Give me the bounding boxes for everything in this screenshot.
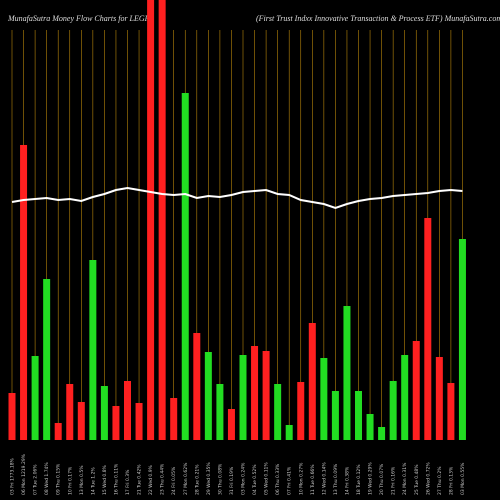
bar: [227, 409, 235, 440]
x-tick-label: 24 Fri 0.05%: [171, 466, 177, 495]
x-tick-label: 22 Wed 0.9%: [148, 464, 154, 495]
x-tick-label: 31 Fri 0.19%: [229, 466, 235, 495]
bar: [43, 279, 51, 440]
x-tick-label: 20 Thu 0.07%: [379, 463, 385, 495]
bar: [447, 383, 455, 440]
bar: [320, 358, 328, 440]
bar: [54, 423, 62, 440]
x-tick-label: 12 Wed 0.14%: [321, 462, 327, 495]
x-tick-label: 13 Mon 0.5%: [79, 465, 85, 495]
x-tick-label: 14 Tue 1.2%: [90, 467, 96, 495]
x-tick-label: 11 Tue 0.66%: [310, 464, 316, 495]
chart-title: MunafaSutra Money Flow Charts for LEGR: [7, 14, 150, 23]
x-tick-label: 29 Wed 0.35%: [206, 462, 212, 495]
x-tick-label: 16 Thu 0.11%: [113, 463, 119, 495]
bar: [355, 391, 362, 440]
bar: [424, 218, 432, 440]
bar: [100, 386, 108, 440]
bar: [89, 260, 97, 440]
x-tick-label: 03 Fri 1773.18%: [10, 457, 16, 495]
bar: [297, 382, 305, 440]
bar: [343, 306, 351, 440]
x-tick-label: 27 Mon 0.62%: [183, 462, 189, 495]
bar: [181, 93, 189, 440]
x-tick-label: 06 Thu 0.33%: [275, 463, 281, 495]
bar: [147, 0, 155, 440]
x-tick-label: 13 Thu 0.09%: [333, 463, 339, 495]
bar: [366, 414, 374, 440]
x-tick-label: 07 Fri 0.41%: [287, 466, 293, 495]
bar: [170, 398, 178, 440]
x-tick-label: 10 Fri 0.17%: [67, 466, 73, 495]
bar: [8, 393, 16, 440]
bar: [193, 333, 201, 440]
bar: [77, 402, 85, 440]
x-tick-label: 28 Tue 0.21%: [194, 464, 200, 495]
x-tick-label: 05 Wed 0.11%: [264, 462, 270, 495]
x-tick-label: 18 Tue 0.12%: [356, 464, 362, 495]
bar: [31, 356, 39, 440]
bar: [308, 323, 316, 440]
x-tick-label: 04 Tue 0.52%: [252, 464, 258, 495]
bar: [216, 384, 224, 440]
x-tick-label: 30 Thu 0.08%: [217, 463, 223, 495]
bar: [251, 346, 259, 440]
bar: [204, 352, 212, 440]
x-tick-label: 19 Wed 0.29%: [368, 462, 374, 495]
x-tick-label: 25 Tue 0.48%: [414, 464, 420, 495]
x-tick-label: 23 Thu 0.44%: [160, 463, 166, 495]
x-tick-label: 21 Tue 0.42%: [137, 464, 143, 495]
bar: [389, 381, 397, 440]
bar: [262, 351, 270, 440]
bar: [158, 0, 166, 440]
price-line: [11, 186, 463, 210]
x-tick-label: 14 Fri 0.38%: [344, 466, 350, 495]
x-tick-label: 08 Wed 1.74%: [44, 462, 50, 495]
x-tick-label: 24 Mon 0.31%: [402, 462, 408, 495]
bar: [378, 427, 386, 440]
x-tick-label: 17 Fri 0.3%: [125, 469, 131, 495]
bar: [401, 355, 409, 440]
bar: [66, 384, 74, 440]
bar: [124, 381, 131, 440]
x-tick-label: 07 Tue 2.06%: [33, 464, 39, 495]
bar: [412, 341, 420, 440]
x-tick-label: 06 Mon 1219.29%: [21, 453, 27, 495]
chart-subtitle: (First Trust Indxx Innovative Transactio…: [256, 14, 500, 23]
bar: [331, 391, 339, 440]
bar: [458, 239, 466, 440]
x-tick-label: 03 Mon 0.24%: [241, 462, 247, 495]
bar: [20, 145, 28, 440]
x-tick-label: 26 Wed 0.72%: [425, 462, 431, 495]
bar: [239, 355, 247, 440]
x-tick-label: 27 Thu 0.2%: [437, 466, 443, 495]
x-tick-label: 09 Thu 0.15%: [56, 463, 62, 495]
x-tick-label: 10 Mon 0.27%: [298, 462, 304, 495]
bar: [274, 384, 282, 440]
x-tick-label: 21 Fri 0.16%: [391, 466, 397, 495]
x-tick-label: 03 Mon 0.55%: [460, 462, 466, 495]
bar: [112, 406, 120, 440]
x-tick-label: 28 Fri 0.13%: [448, 466, 454, 495]
bar: [135, 403, 143, 440]
bar: [285, 425, 293, 440]
x-tick-label: 15 Wed 0.8%: [102, 464, 108, 495]
bar: [435, 357, 443, 440]
